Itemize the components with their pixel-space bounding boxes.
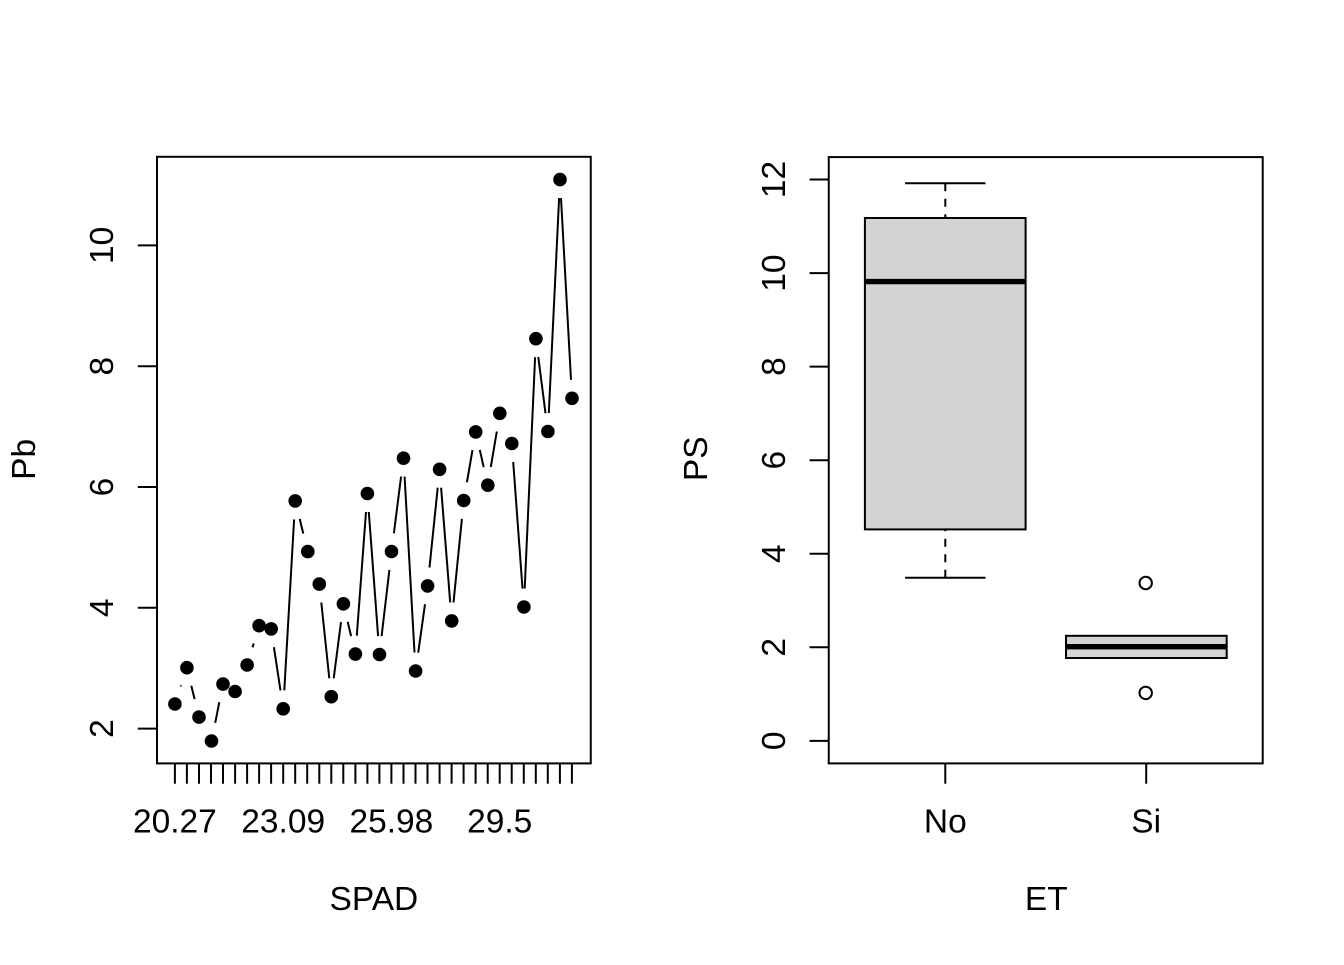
svg-text:2: 2 [84, 719, 121, 738]
svg-text:No: No [924, 804, 967, 841]
svg-text:6: 6 [756, 451, 793, 470]
svg-text:20.27: 20.27 [133, 804, 217, 841]
svg-text:23.09: 23.09 [241, 804, 325, 841]
svg-text:10: 10 [756, 254, 793, 291]
svg-text:29.5: 29.5 [467, 804, 532, 841]
svg-text:8: 8 [756, 357, 793, 376]
svg-text:2: 2 [756, 638, 793, 657]
svg-text:Pb: Pb [6, 439, 43, 480]
svg-text:Si: Si [1131, 804, 1161, 841]
svg-text:6: 6 [84, 478, 121, 497]
svg-text:8: 8 [84, 357, 121, 376]
svg-text:4: 4 [756, 544, 793, 563]
svg-text:12: 12 [756, 161, 793, 198]
svg-text:0: 0 [756, 732, 793, 751]
svg-text:SPAD: SPAD [330, 881, 419, 918]
svg-text:ET: ET [1025, 881, 1068, 918]
svg-text:10: 10 [84, 227, 121, 264]
svg-text:4: 4 [84, 598, 121, 617]
svg-text:PS: PS [678, 436, 715, 481]
svg-text:25.98: 25.98 [349, 804, 433, 841]
